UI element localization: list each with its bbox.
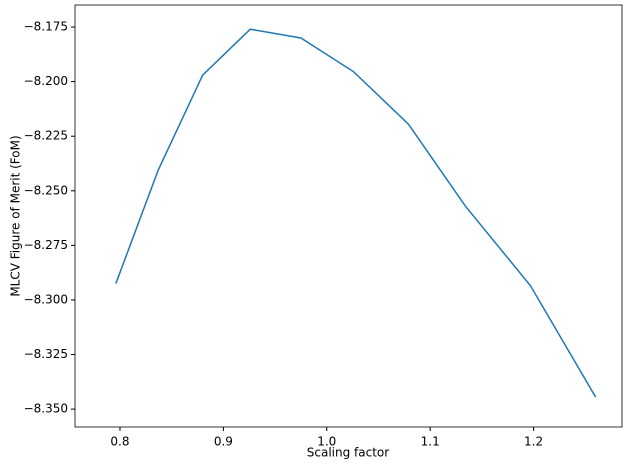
x-tick-label: 1.0 bbox=[317, 435, 336, 449]
axes-frame bbox=[74, 4, 623, 428]
x-tick-label: 1.2 bbox=[524, 435, 543, 449]
y-tick-label: −8.225 bbox=[24, 129, 68, 143]
x-tick-label: 0.8 bbox=[110, 435, 129, 449]
x-tick-label: 0.9 bbox=[214, 435, 233, 449]
y-tick-label: −8.250 bbox=[24, 183, 68, 197]
x-axis-label: Scaling factor bbox=[307, 446, 389, 460]
y-tick-label: −8.175 bbox=[24, 20, 68, 34]
y-tick-label: −8.200 bbox=[24, 74, 68, 88]
x-tick-label: 1.1 bbox=[421, 435, 440, 449]
y-tick-label: −8.325 bbox=[24, 347, 68, 361]
y-tick-label: −8.275 bbox=[24, 238, 68, 252]
y-axis-label: MLCV Figure of Merit (FoM) bbox=[9, 135, 23, 296]
y-tick-label: −8.350 bbox=[24, 402, 68, 416]
line bbox=[115, 28, 597, 398]
y-tick-label: −8.300 bbox=[24, 292, 68, 306]
